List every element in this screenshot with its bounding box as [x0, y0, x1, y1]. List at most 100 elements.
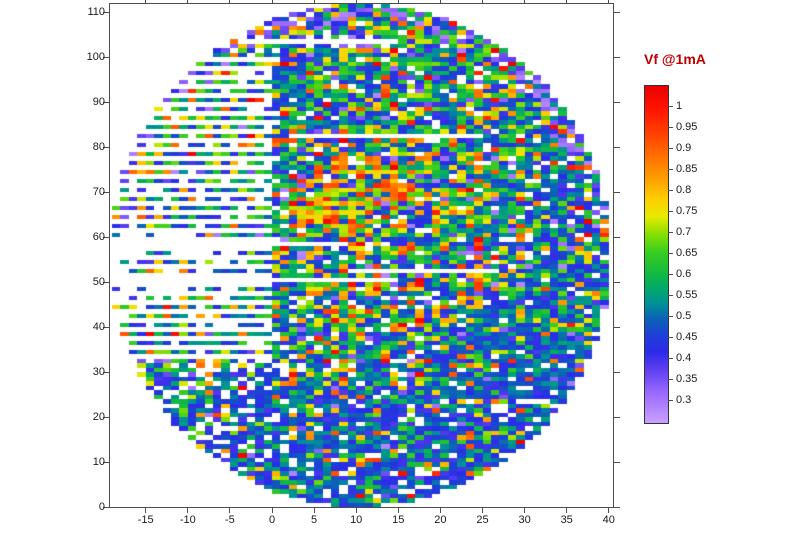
y-axis-right-tick: [614, 416, 620, 418]
x-axis-label: 20: [434, 514, 447, 526]
x-axis-top-tick: [524, 0, 526, 3]
colorbar-tick-label: 0.7: [676, 225, 692, 238]
colorbar-tick: [668, 358, 673, 360]
colorbar-tick: [668, 189, 673, 191]
colorbar: [644, 85, 669, 424]
x-axis-tick: [608, 507, 610, 513]
x-axis-tick: [313, 507, 315, 513]
colorbar-tick: [668, 168, 673, 170]
y-axis-tick: [103, 11, 109, 13]
colorbar-tick-label: 0.45: [676, 331, 698, 344]
y-axis-tick: [103, 416, 109, 418]
y-axis-label: 100: [86, 50, 105, 63]
colorbar-tick-label: 0.8: [676, 183, 692, 196]
colorbar-tick: [668, 379, 673, 381]
x-axis-top-tick: [187, 0, 189, 3]
x-axis-label: 35: [560, 514, 573, 526]
x-axis-label: -10: [179, 514, 196, 526]
x-axis-label: 30: [518, 514, 531, 526]
y-axis-label: 70: [92, 185, 105, 198]
y-axis-label: 0: [98, 500, 105, 513]
x-axis-label: 0: [268, 514, 276, 526]
wafer-map-canvas: [110, 4, 613, 507]
x-axis-tick: [229, 507, 231, 513]
colorbar-tick: [668, 400, 673, 402]
colorbar-tick-label: 0.6: [676, 268, 692, 281]
colorbar-tick: [668, 274, 673, 276]
x-axis-label: 40: [602, 514, 615, 526]
x-axis-tick: [524, 507, 526, 513]
colorbar-tick-label: 0.75: [676, 204, 698, 217]
y-axis-right-tick: [614, 506, 620, 508]
y-axis-label: 110: [87, 5, 105, 18]
colorbar-tick-label: 0.35: [676, 373, 698, 386]
x-axis-tick: [482, 507, 483, 513]
colorbar-tick-label: 0.4: [676, 352, 692, 365]
x-axis-top-tick: [439, 0, 441, 3]
y-axis-label: 90: [92, 95, 105, 108]
x-axis-tick: [355, 507, 357, 513]
colorbar-tick: [668, 316, 673, 318]
y-axis-right-tick: [614, 56, 620, 58]
colorbar-tick-label: 1: [676, 99, 683, 112]
x-axis-top-tick: [397, 0, 399, 3]
y-axis-tick: [103, 326, 109, 328]
colorbar-tick-label: 0.55: [676, 289, 698, 302]
colorbar-tick: [668, 337, 673, 339]
y-axis-tick: [103, 191, 109, 193]
x-axis-tick: [187, 507, 189, 513]
x-axis-label: 10: [350, 514, 363, 526]
x-axis-top-tick: [566, 0, 568, 3]
colorbar-title: Vf @1mA: [644, 51, 706, 67]
y-axis-right-tick: [614, 281, 620, 283]
y-axis-label: 60: [92, 230, 105, 243]
x-axis-top-tick: [229, 0, 231, 3]
colorbar-tick-label: 0.85: [676, 162, 698, 175]
x-axis-tick: [566, 507, 568, 513]
y-axis-label: 10: [92, 455, 105, 468]
y-axis-tick: [103, 101, 109, 103]
x-axis-tick: [271, 507, 273, 513]
y-axis-right-tick: [614, 236, 620, 238]
y-axis-right-tick: [614, 101, 620, 103]
y-axis-tick: [103, 146, 109, 148]
colorbar-tick-label: 0.95: [676, 120, 698, 133]
x-axis-label: -15: [137, 514, 154, 526]
x-axis-label: 5: [311, 514, 318, 526]
colorbar-tick-label: 0.65: [676, 247, 698, 259]
y-axis-label: 50: [92, 275, 105, 288]
y-axis-tick: [103, 56, 109, 58]
y-axis-right-tick: [614, 326, 620, 328]
colorbar-tick-label: 0.5: [676, 310, 692, 323]
x-axis-top-tick: [313, 0, 315, 3]
x-axis-top-tick: [355, 0, 357, 3]
y-axis-right-tick: [614, 461, 620, 463]
x-axis-label: 25: [476, 514, 489, 526]
x-axis-tick: [397, 507, 399, 513]
y-axis-label: 40: [92, 320, 105, 333]
colorbar-tick: [668, 295, 673, 297]
y-axis-right-tick: [614, 146, 620, 148]
colorbar-tick: [668, 147, 673, 149]
colorbar-tick: [668, 210, 673, 212]
colorbar-tick: [668, 253, 673, 254]
colorbar-tick-label: 0.3: [676, 394, 692, 407]
y-axis-tick: [103, 371, 109, 373]
colorbar-tick: [668, 105, 673, 107]
y-axis-right-tick: [614, 191, 620, 193]
x-axis-top-tick: [271, 0, 273, 3]
x-axis-tick: [439, 507, 441, 513]
x-axis-top-tick: [608, 0, 610, 3]
x-axis-top-tick: [482, 0, 483, 3]
y-axis-right-tick: [614, 11, 620, 13]
y-axis-tick: [103, 281, 109, 283]
x-axis-label: -5: [225, 514, 235, 526]
x-axis-tick: [145, 507, 147, 513]
colorbar-tick-label: 0.9: [676, 141, 692, 154]
x-axis-top-tick: [145, 0, 147, 3]
y-axis-label: 80: [92, 140, 105, 153]
y-axis-tick: [103, 506, 109, 508]
colorbar-tick: [668, 126, 673, 128]
y-axis-tick: [103, 461, 109, 463]
